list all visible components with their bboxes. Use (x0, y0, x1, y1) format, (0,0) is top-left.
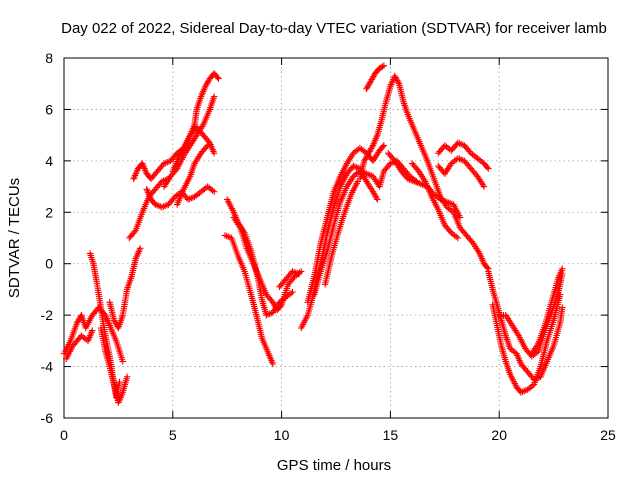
data-points (60, 62, 566, 406)
data-point (484, 264, 491, 271)
x-tick-label: 20 (491, 427, 507, 443)
data-point (205, 138, 212, 145)
data-point (89, 327, 96, 334)
data-point (374, 196, 381, 203)
data-point (390, 156, 397, 163)
data-point (368, 143, 376, 151)
data-point (116, 378, 123, 386)
chart-title: Day 022 of 2022, Sidereal Day-to-day VTE… (61, 20, 607, 37)
data-point (123, 373, 131, 381)
data-point (210, 93, 218, 100)
x-tick-label: 15 (383, 427, 399, 443)
data-point (380, 62, 388, 69)
data-point (466, 148, 473, 155)
data-point (203, 143, 210, 151)
y-tick-label: -6 (41, 410, 54, 426)
data-point (136, 245, 144, 252)
y-tick-label: 0 (45, 256, 53, 272)
y-tick-label: 6 (45, 101, 53, 117)
data-point (456, 214, 464, 221)
y-axis-label: SDTVAR / TECUs (6, 178, 23, 298)
grid-lines (64, 58, 608, 418)
data-point (289, 288, 296, 296)
data-point (269, 360, 277, 368)
data-point (484, 164, 491, 171)
data-point (214, 74, 221, 81)
data-point (485, 165, 492, 172)
data-point (414, 166, 421, 173)
x-tick-label: 25 (600, 427, 616, 443)
data-point (353, 164, 360, 171)
data-point (395, 78, 402, 86)
data-point (380, 142, 388, 149)
data-point (480, 183, 488, 190)
x-axis-label: GPS time / hours (277, 457, 391, 474)
data-point (446, 228, 454, 235)
data-point (290, 274, 297, 282)
data-point (225, 233, 232, 240)
data-point (204, 142, 211, 149)
data-point (119, 358, 126, 365)
data-point (210, 149, 218, 157)
data-point (295, 270, 303, 278)
x-tick-label: 0 (60, 427, 68, 443)
data-point (131, 228, 138, 236)
axis-ticks: 0 5 10 15 20 25 -6 -4 -2 0 2 4 6 8 (41, 50, 616, 443)
y-tick-label: 4 (45, 153, 53, 169)
data-point (215, 75, 222, 82)
data-point (373, 194, 380, 202)
data-point (472, 171, 480, 178)
data-point (379, 143, 386, 150)
data-point (210, 188, 218, 195)
y-tick-label: 8 (45, 50, 53, 66)
x-tick-label: 5 (169, 427, 177, 443)
y-tick-label: -4 (41, 359, 54, 375)
data-point (559, 265, 566, 273)
data-point (457, 140, 465, 148)
y-tick-label: 2 (45, 204, 53, 220)
x-tick-label: 10 (274, 427, 290, 443)
data-point (468, 238, 475, 245)
data-point (161, 202, 169, 210)
data-point (277, 302, 284, 310)
data-point (559, 304, 566, 311)
y-tick-label: -2 (41, 307, 54, 323)
data-point (379, 63, 386, 70)
data-point (170, 195, 177, 202)
data-point (454, 234, 462, 242)
data-point (457, 156, 465, 163)
plot-frame (63, 57, 609, 419)
data-point (164, 158, 171, 166)
